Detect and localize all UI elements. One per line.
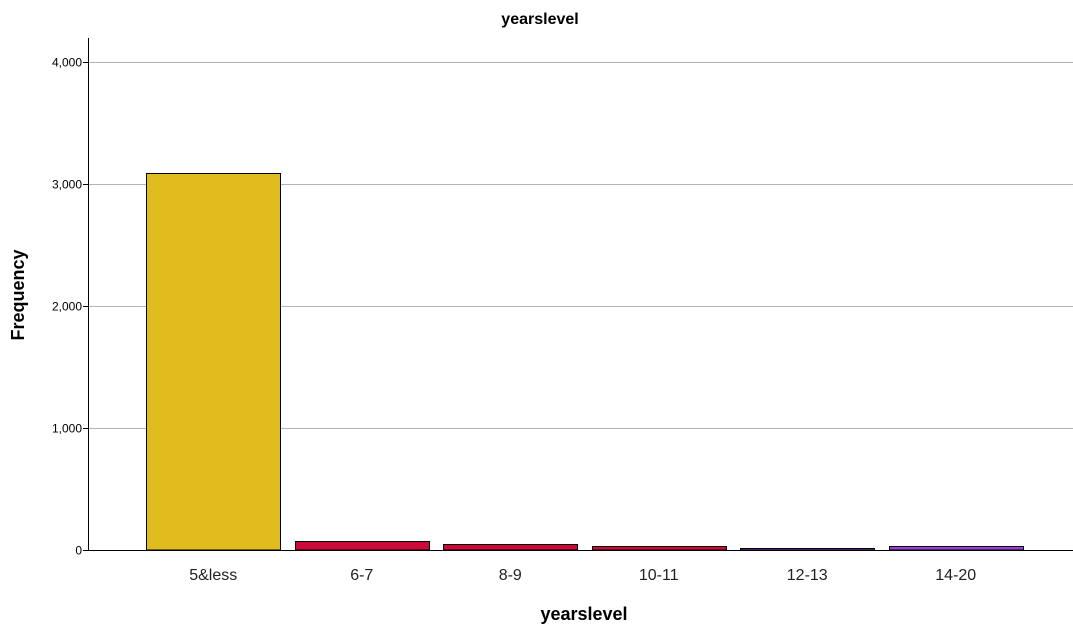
x-tick-label: 12-13: [787, 567, 828, 584]
x-tick-label: 5&less: [189, 567, 237, 584]
y-tick-label: 1,000: [52, 422, 82, 436]
y-tick-labels: 0 1,000 2,000 3,000 4,000: [52, 56, 88, 558]
bars: [146, 173, 1024, 551]
bar-8-9: [443, 544, 578, 551]
bar-12-13: [740, 548, 875, 551]
y-tick-label: 2,000: [52, 300, 82, 314]
bar-6-7: [295, 541, 430, 551]
axes: [88, 38, 1073, 551]
bar-10-11: [592, 546, 727, 551]
y-tick-label: 0: [75, 544, 82, 558]
x-tick-label: 10-11: [639, 567, 679, 584]
y-axis-title: Frequency: [8, 249, 28, 340]
x-tick-label: 8-9: [499, 567, 522, 584]
x-tick-labels: 5&less 6-7 8-9 10-11 12-13 14-20: [189, 567, 976, 584]
bar-14-20: [889, 546, 1024, 551]
chart-title: yearslevel: [501, 11, 578, 28]
x-axis-title: yearslevel: [540, 604, 627, 624]
x-tick-label: 14-20: [935, 567, 976, 584]
y-tick-label: 3,000: [52, 178, 82, 192]
y-tick-label: 4,000: [52, 56, 82, 70]
bar-5&less: [146, 173, 281, 551]
x-tick-label: 6-7: [350, 567, 373, 584]
